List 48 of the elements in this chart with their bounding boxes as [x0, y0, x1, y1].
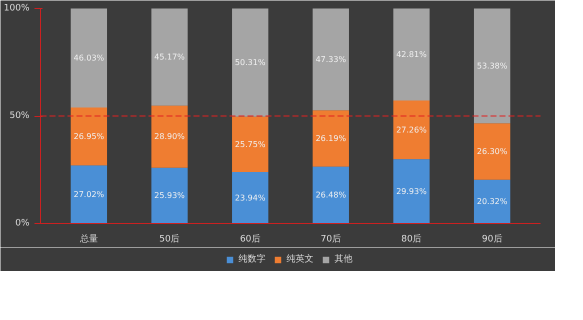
bar: [232, 116, 268, 172]
bar: [474, 8, 510, 124]
x-tick-label: 70后: [320, 234, 342, 244]
bar: [70, 165, 108, 224]
data-label: 46.03%: [74, 53, 105, 62]
bar: [232, 8, 268, 117]
bar: [312, 166, 349, 224]
bar: [393, 100, 430, 160]
bar: [312, 8, 349, 110]
bar: [474, 180, 510, 224]
bar: [312, 110, 349, 167]
bar: [232, 172, 268, 224]
data-label: 26.19%: [316, 134, 346, 143]
legend-label: 纯数字: [238, 253, 266, 266]
data-label: 26.95%: [74, 132, 105, 141]
y-tick-label: 50%: [9, 111, 30, 121]
bar: [393, 8, 430, 101]
y-tick-label: 0%: [15, 218, 30, 228]
bar: [151, 106, 188, 168]
data-label: 23.94%: [234, 193, 266, 202]
data-label: 26.30%: [476, 147, 508, 156]
data-label: 29.93%: [396, 186, 428, 196]
bar: [70, 8, 108, 108]
data-label: 28.90%: [154, 132, 186, 142]
data-label: 53.38%: [476, 61, 508, 70]
data-label: 27.26%: [396, 125, 428, 134]
legend-label: 纯英文: [286, 253, 314, 266]
bar: [151, 168, 188, 224]
data-label: 27.02%: [74, 190, 105, 199]
y-tick-label: 100%: [4, 4, 30, 14]
data-label: 42.81%: [396, 50, 428, 60]
x-tick-label: 总量: [78, 234, 98, 244]
x-tick-label: 60后: [240, 234, 260, 244]
data-label: 50.31%: [234, 58, 266, 68]
bar: [474, 123, 510, 180]
bar: [70, 107, 108, 166]
x-tick-label: 90后: [482, 234, 502, 244]
data-label: 47.33%: [316, 54, 346, 64]
bar: [393, 159, 430, 224]
data-label: 26.48%: [316, 190, 346, 200]
data-label: 45.17%: [154, 52, 186, 62]
data-label: 20.32%: [476, 197, 508, 206]
bar: [151, 8, 188, 106]
data-label: 25.75%: [234, 140, 266, 149]
data-label: 25.93%: [154, 191, 186, 200]
x-tick-label: 50后: [159, 234, 180, 244]
x-tick-label: 80后: [401, 234, 422, 244]
legend-label: 其他: [334, 253, 354, 266]
